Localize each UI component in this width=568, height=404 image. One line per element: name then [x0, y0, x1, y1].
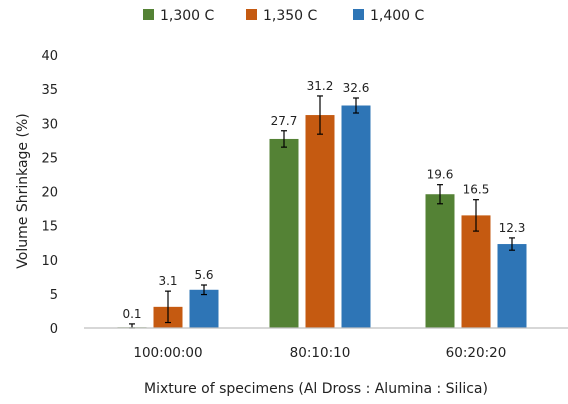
bar-1300-1 [269, 138, 299, 328]
legend-swatch [353, 9, 364, 20]
bar-1350-2 [461, 215, 491, 328]
bar-1400-1 [341, 105, 371, 328]
y-tick-label: 10 [41, 254, 58, 269]
data-label: 12.3 [499, 221, 526, 235]
bar-1400-2 [497, 244, 527, 328]
y-tick-label: 15 [41, 220, 58, 235]
bars: 0.1 27.7 19.6 3.1 31.2 16.5 5.6 32.6 12.3 [117, 79, 527, 329]
data-label: 0.1 [122, 307, 141, 321]
x-tick-label: 60:20:20 [446, 345, 507, 361]
y-axis: 0 5 10 15 20 25 30 35 40 [41, 49, 58, 337]
y-tick-label: 20 [41, 186, 58, 201]
legend-label: 1,400 C [370, 8, 425, 24]
y-tick-label: 35 [41, 83, 58, 98]
y-tick-label: 30 [41, 117, 58, 132]
bar-1400-0 [189, 289, 219, 328]
bar-1350-1 [305, 115, 335, 328]
data-label: 27.7 [271, 114, 298, 128]
legend: 1,300 C 1,350 C 1,400 C [143, 8, 425, 24]
x-tick-label: 100:00:00 [133, 345, 202, 361]
data-label: 16.5 [463, 183, 490, 197]
x-axis: 100:00:00 80:10:10 60:20:20 [84, 327, 568, 361]
data-label: 5.6 [194, 268, 213, 282]
y-tick-label: 40 [41, 49, 58, 64]
bar-1300-2 [425, 194, 455, 328]
legend-swatch [246, 9, 257, 20]
data-label: 3.1 [158, 274, 177, 288]
y-tick-label: 0 [50, 322, 58, 337]
data-label: 31.2 [307, 79, 334, 93]
legend-swatch [143, 9, 154, 20]
x-axis-title: Mixture of specimens (Al Dross : Alumina… [144, 381, 488, 397]
y-tick-label: 5 [50, 288, 58, 303]
legend-label: 1,300 C [160, 8, 215, 24]
x-tick-label: 80:10:10 [290, 345, 351, 361]
y-axis-title: Volume Shrinkage (%) [15, 113, 31, 268]
data-label: 32.6 [343, 81, 370, 95]
data-label: 19.6 [427, 168, 454, 182]
legend-label: 1,350 C [263, 8, 318, 24]
y-tick-label: 25 [41, 151, 58, 166]
